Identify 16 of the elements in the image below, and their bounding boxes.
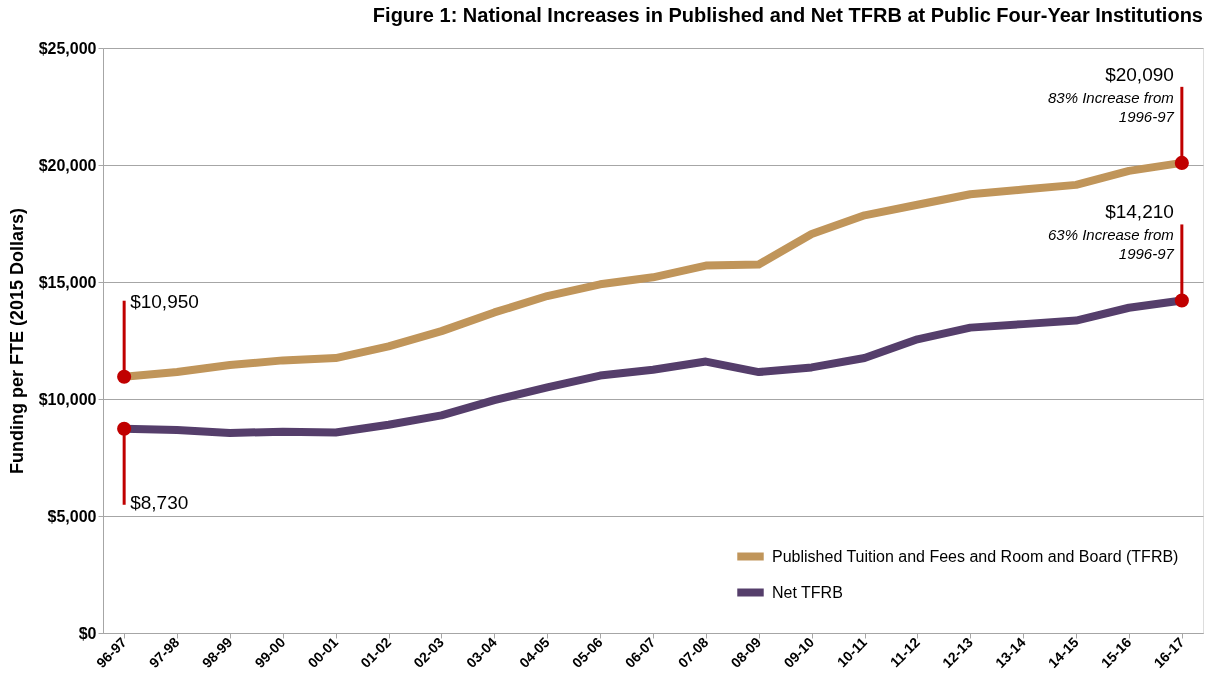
chart-title: Figure 1: National Increases in Published and Net TFRB at Public Four-Year Institutions xyxy=(372,4,1203,26)
legend-label: Net TFRB xyxy=(772,583,843,601)
annotation: $20,090 xyxy=(1105,63,1174,85)
annotation: 83% Increase from 1996-97 xyxy=(1047,88,1175,125)
annotation: $10,950 xyxy=(130,290,199,312)
legend-label: Published Tuition and Fees and Room and Board (TFRB) xyxy=(772,547,1179,565)
annotation: $14,210 xyxy=(1105,201,1174,223)
y-tick-label: $25,000 xyxy=(38,39,97,57)
annotation: 63% Increase from 1996-97 xyxy=(1047,226,1175,263)
y-tick-label: $5,000 xyxy=(47,507,97,525)
y-axis-title: Funding per FTE (2015 Dollars) xyxy=(6,207,27,475)
y-tick-label: $15,000 xyxy=(38,273,97,291)
y-tick-label: $0 xyxy=(78,624,97,642)
y-tick-label: $10,000 xyxy=(38,390,97,408)
annotation: $8,730 xyxy=(130,491,189,513)
y-tick-label: $20,000 xyxy=(38,156,97,174)
